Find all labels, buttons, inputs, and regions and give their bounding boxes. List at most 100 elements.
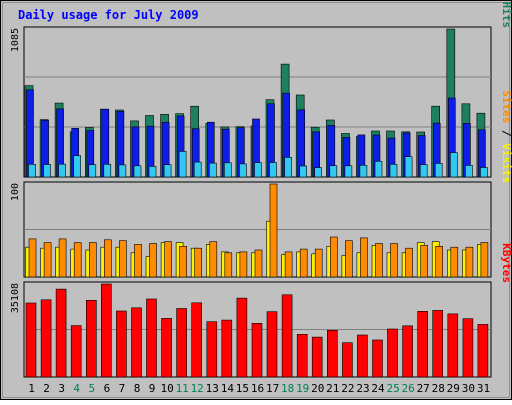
bar-pages xyxy=(103,164,112,178)
x-tick-label: 20 xyxy=(311,382,324,395)
bar-sites xyxy=(43,242,52,278)
bar-kbytes xyxy=(236,297,248,378)
bar-pages xyxy=(299,165,308,178)
axis-label-part: Hits xyxy=(500,2,512,29)
bar-kbytes xyxy=(387,328,398,378)
bar-pages xyxy=(163,164,172,178)
axis-label-kbytes: KBytes xyxy=(500,243,512,283)
bar-pages xyxy=(43,164,51,178)
bar-pages xyxy=(58,163,66,178)
bar-sites xyxy=(375,243,383,278)
bar-pages xyxy=(269,162,277,178)
x-tick-label: 2 xyxy=(43,382,50,395)
x-tick-label: 14 xyxy=(221,382,235,395)
axis-label-visits: Sites / Visits xyxy=(500,90,512,183)
bar-pages xyxy=(148,166,157,178)
x-tick-label: 23 xyxy=(356,382,369,395)
bar-kbytes xyxy=(296,333,308,378)
bar-kbytes xyxy=(372,339,383,378)
bar-sites xyxy=(420,245,429,278)
bar-pages xyxy=(359,165,368,178)
bar-kbytes xyxy=(462,318,474,378)
x-tick-label: 26 xyxy=(401,382,414,395)
bar-kbytes xyxy=(146,298,157,378)
bar-sites xyxy=(405,247,413,278)
bar-pages xyxy=(329,165,338,178)
bar-kbytes xyxy=(251,322,263,378)
x-tick-label: 17 xyxy=(266,382,279,395)
bar-pages xyxy=(178,151,187,178)
bar-sites xyxy=(104,239,112,278)
bar-kbytes xyxy=(281,294,293,378)
x-tick-label: 25 xyxy=(386,382,399,395)
bar-kbytes xyxy=(311,336,323,378)
bar-pages xyxy=(209,162,217,178)
bar-sites xyxy=(284,251,293,278)
bar-kbytes xyxy=(221,319,233,378)
bar-sites xyxy=(209,241,218,278)
bar-pages xyxy=(314,167,323,178)
bar-kbytes xyxy=(101,283,112,378)
bar-pages xyxy=(344,165,353,178)
bar-sites xyxy=(224,252,233,278)
bar-sites xyxy=(73,242,82,278)
bar-kbytes xyxy=(342,342,353,378)
bar-kbytes xyxy=(55,288,67,378)
x-tick-label: 10 xyxy=(160,382,173,395)
bar-pages xyxy=(404,156,413,178)
x-tick-label: 18 xyxy=(281,382,294,395)
x-tick-label: 19 xyxy=(296,382,309,395)
bar-pages xyxy=(133,165,142,178)
bar-pages xyxy=(480,167,488,178)
inner-bevel xyxy=(2,2,510,398)
x-tick-label: 30 xyxy=(462,382,475,395)
bar-pages xyxy=(419,164,428,178)
x-tick-label: 9 xyxy=(149,382,156,395)
bar-pages xyxy=(434,163,443,178)
bar-pages xyxy=(193,161,202,178)
axis-label-hits: Pages / Files / Hits xyxy=(500,0,512,28)
bar-pages xyxy=(284,157,292,178)
x-tick-label: 3 xyxy=(58,382,65,395)
bar-kbytes xyxy=(116,310,127,378)
bar-kbytes xyxy=(25,302,37,378)
x-tick-label: 27 xyxy=(417,382,430,395)
x-tick-label: 28 xyxy=(432,382,445,395)
bar-kbytes xyxy=(477,324,489,378)
bar-sites xyxy=(149,243,157,278)
panels-layer: 1085 Pages / Files / Hits 100 Sites / Visit… xyxy=(10,0,512,378)
x-tick-label: 22 xyxy=(341,382,354,395)
bar-kbytes xyxy=(447,313,459,378)
bar-sites xyxy=(435,246,444,278)
x-tick-label: 31 xyxy=(477,382,490,395)
bar-sites xyxy=(480,242,489,278)
x-tick-label: 1 xyxy=(28,382,35,395)
bar-pages xyxy=(465,165,473,178)
bar-pages xyxy=(389,164,398,178)
bar-sites xyxy=(134,244,142,278)
bar-sites xyxy=(314,248,323,278)
bar-sites xyxy=(269,183,278,278)
x-tick-label: 29 xyxy=(447,382,460,395)
bar-kbytes xyxy=(432,310,444,378)
x-tick-label: 24 xyxy=(371,382,385,395)
bar-kbytes xyxy=(176,308,187,378)
bar-sites xyxy=(28,238,37,278)
axis-label-part: / xyxy=(500,0,512,2)
bar-sites xyxy=(329,236,338,278)
bar-kbytes xyxy=(40,299,52,378)
bar-kbytes xyxy=(70,325,82,378)
bar-sites xyxy=(345,240,353,278)
chart-title: Daily usage for July 2009 xyxy=(18,8,199,22)
axis-label-part: KBytes xyxy=(500,243,512,283)
panel-kbytes: 35108 KBytes xyxy=(10,243,512,378)
bar-pages xyxy=(118,164,127,178)
bar-kbytes xyxy=(357,334,368,378)
x-tick-label: 4 xyxy=(73,382,80,395)
x-tick-label: 5 xyxy=(88,382,95,395)
bar-pages xyxy=(374,161,383,178)
y-max-label-kbytes: 35108 xyxy=(10,283,21,313)
x-tick-label: 12 xyxy=(191,382,204,395)
bar-sites xyxy=(89,242,97,278)
